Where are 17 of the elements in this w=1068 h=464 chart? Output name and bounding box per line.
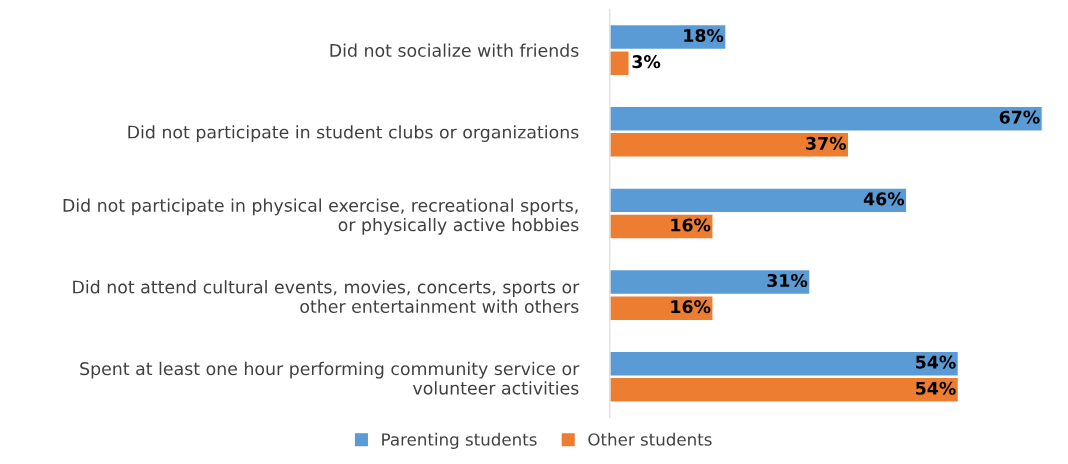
y-tick-label: Did not participate in student clubs or organizations bbox=[128, 125, 579, 142]
data-label: 16% bbox=[671, 300, 711, 314]
y-tick-label: Did not attend cultural events, movies, concerts, sports or other entertainment with others bbox=[73, 280, 580, 313]
legend-label: Other students bbox=[588, 432, 712, 446]
y-tick-label: Did not participate in physical exercise, recreational sports, or physically active hobbies bbox=[63, 198, 579, 235]
y-tick-label: Spent at least one hour performing community service or volunteer activities bbox=[80, 361, 580, 395]
data-label: 3% bbox=[632, 55, 661, 69]
data-label: 67% bbox=[999, 110, 1040, 124]
data-label: 54% bbox=[916, 355, 956, 369]
y-tick-label: Did not socialize with friends bbox=[330, 43, 579, 57]
legend-label: Parenting students bbox=[382, 432, 537, 449]
data-label: 16% bbox=[671, 218, 711, 232]
data-label: 37% bbox=[806, 136, 846, 150]
data-label: 18% bbox=[684, 28, 724, 43]
data-label: 31% bbox=[767, 273, 808, 288]
data-label: 54% bbox=[916, 381, 956, 395]
data-label: 46% bbox=[863, 192, 905, 206]
